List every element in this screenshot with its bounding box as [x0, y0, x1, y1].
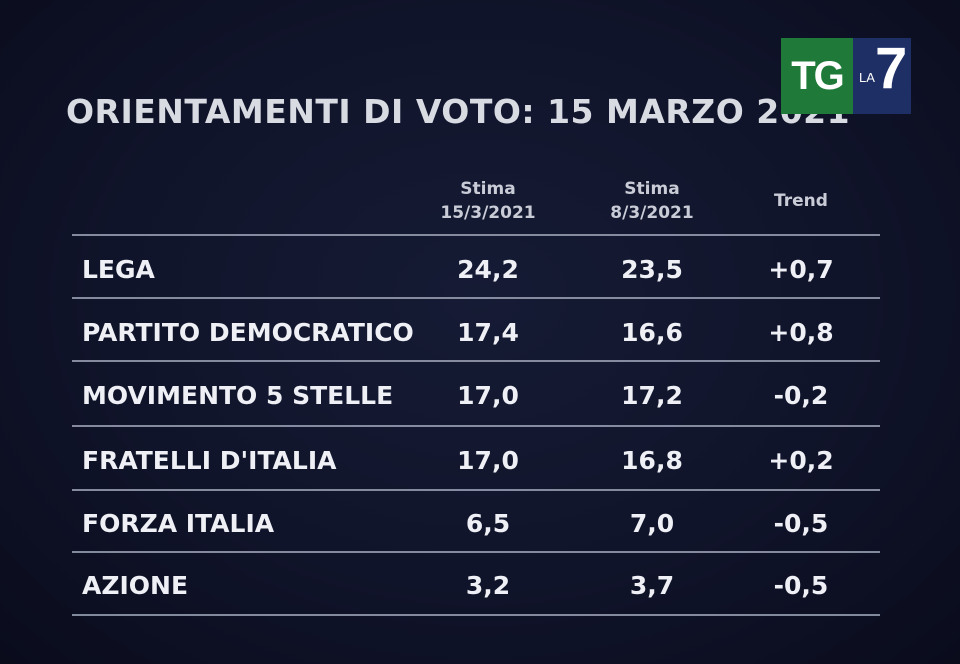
column-header-previous-line1: Stima	[624, 179, 680, 199]
estimate-previous: 16,8	[621, 446, 683, 475]
table-row: FRATELLI D'ITALIA 17,0 16,8 +0,2	[72, 429, 880, 493]
estimate-current: 24,2	[457, 255, 519, 284]
table-rule	[72, 489, 880, 491]
column-header-trend: Trend	[774, 191, 828, 211]
table-rule	[72, 614, 880, 616]
table-rule	[72, 425, 880, 427]
party-name: PARTITO DEMOCRATICO	[82, 318, 414, 347]
estimate-current: 6,5	[465, 509, 511, 538]
party-name: LEGA	[82, 255, 155, 284]
trend-value: +0,7	[768, 255, 834, 284]
estimate-current: 17,4	[457, 318, 519, 347]
table-rule	[72, 360, 880, 362]
column-header-current: Stima 15/3/2021	[418, 177, 558, 225]
estimate-previous: 3,7	[629, 571, 675, 600]
estimate-current: 17,0	[457, 381, 519, 410]
estimate-previous: 7,0	[629, 509, 675, 538]
seven-logo-text: 7	[875, 36, 908, 101]
table-row: MOVIMENTO 5 STELLE 17,0 17,2 -0,2	[72, 364, 880, 428]
table-rule	[72, 297, 880, 299]
table-row: FORZA ITALIA 6,5 7,0 -0,5	[72, 492, 880, 556]
la7-logo-block: LA 7	[853, 38, 911, 114]
estimate-previous: 16,6	[621, 318, 683, 347]
page-title: ORIENTAMENTI DI VOTO: 15 MARZO 2021	[66, 92, 851, 131]
estimate-current: 3,2	[465, 571, 511, 600]
column-header-previous: Stima 8/3/2021	[582, 177, 722, 225]
party-name: AZIONE	[82, 571, 189, 600]
tg-logo-block: TG	[781, 38, 853, 114]
table-row: AZIONE 3,2 3,7 -0,5	[72, 554, 880, 618]
trend-value: -0,5	[773, 571, 829, 600]
trend-value: -0,2	[773, 381, 829, 410]
trend-value: +0,8	[768, 318, 834, 347]
trend-value: +0,2	[768, 446, 834, 475]
column-header-current-line1: Stima	[460, 179, 516, 199]
estimate-current: 17,0	[457, 446, 519, 475]
la-logo-text: LA	[859, 70, 875, 85]
party-name: MOVIMENTO 5 STELLE	[82, 381, 394, 410]
estimate-previous: 23,5	[621, 255, 683, 284]
table-row: LEGA 24,2 23,5 +0,7	[72, 238, 880, 302]
table-rule	[72, 234, 880, 236]
party-name: FORZA ITALIA	[82, 509, 275, 538]
estimate-previous: 17,2	[621, 381, 683, 410]
column-header-previous-line2: 8/3/2021	[610, 203, 694, 223]
column-header-current-line2: 15/3/2021	[440, 203, 536, 223]
table-rule	[72, 551, 880, 553]
trend-value: -0,5	[773, 509, 829, 538]
table-row: PARTITO DEMOCRATICO 17,4 16,6 +0,8	[72, 301, 880, 365]
party-name: FRATELLI D'ITALIA	[82, 446, 337, 475]
tg-la7-logo: TG LA 7	[781, 38, 911, 114]
